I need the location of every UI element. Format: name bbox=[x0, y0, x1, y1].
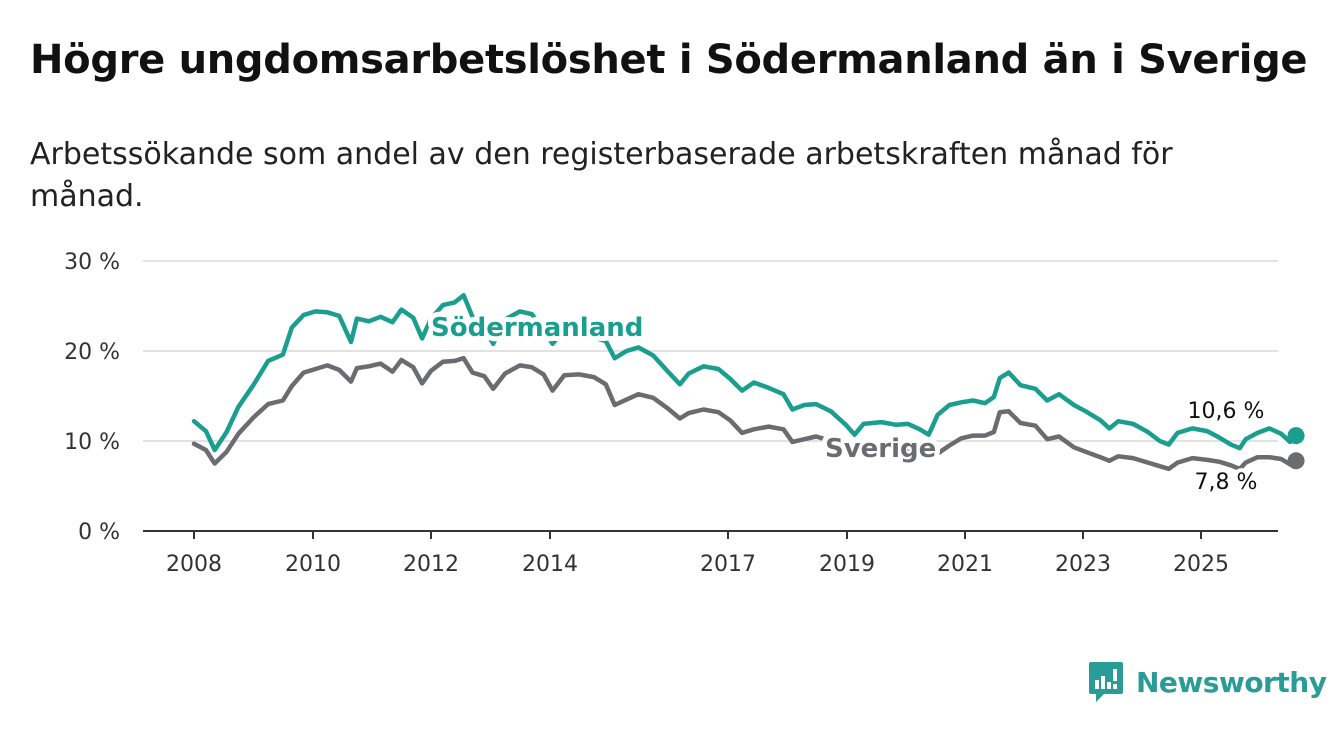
newsworthy-logo-icon bbox=[1089, 662, 1123, 702]
series-label-södermanland: Södermanland bbox=[431, 313, 643, 343]
series-endpoint-sverige bbox=[1287, 452, 1305, 470]
end-value-label-södermanland: 10,6 % bbox=[1188, 399, 1265, 424]
x-tick-label: 2012 bbox=[403, 552, 459, 577]
y-tick-label: 10 % bbox=[64, 430, 120, 455]
series-line-södermanland bbox=[191, 292, 1299, 453]
series-lines bbox=[191, 292, 1305, 472]
end-label-halo: 7,8 % bbox=[1195, 470, 1258, 495]
x-tick-label: 2019 bbox=[819, 552, 875, 577]
series-label-sverige: Sverige bbox=[825, 434, 936, 464]
end-label-halo: 10,6 % bbox=[1188, 399, 1265, 424]
end-value-label-sverige: 7,8 % bbox=[1195, 470, 1258, 495]
gridlines bbox=[143, 260, 1278, 442]
chart-title: Högre ungdomsarbetslöshet i Södermanland… bbox=[30, 37, 1308, 83]
axes: 0 % 10 % 20 % 30 % 2008 2010 2012 2014 2017 2019 2… bbox=[64, 250, 1278, 577]
x-tick-label: 2025 bbox=[1173, 552, 1229, 577]
y-tick-label: 30 % bbox=[64, 250, 120, 275]
newsworthy-brand[interactable]: Newsworthy bbox=[1088, 660, 1327, 704]
x-tick-label: 2014 bbox=[522, 552, 578, 577]
x-tick-label: 2010 bbox=[285, 552, 341, 577]
x-tick-label: 2023 bbox=[1055, 552, 1111, 577]
x-tick-label: 2008 bbox=[166, 552, 222, 577]
chart-subtitle: Arbetssökande som andel av den registerb… bbox=[30, 137, 1173, 214]
series-labels: SödermanlandSödermanlandSverigeSverige10… bbox=[426, 308, 1268, 499]
series-line-sverige bbox=[191, 355, 1299, 472]
y-tick-label: 0 % bbox=[78, 520, 120, 545]
series-label-halo: Södermanland bbox=[431, 313, 643, 343]
brand-name: Newsworthy bbox=[1136, 665, 1327, 699]
x-tick-label: 2017 bbox=[700, 552, 756, 577]
series-label-halo: Sverige bbox=[825, 434, 936, 464]
series-endpoint-södermanland bbox=[1287, 427, 1305, 445]
y-tick-label: 20 % bbox=[64, 340, 120, 365]
x-tick-label: 2021 bbox=[937, 552, 993, 577]
